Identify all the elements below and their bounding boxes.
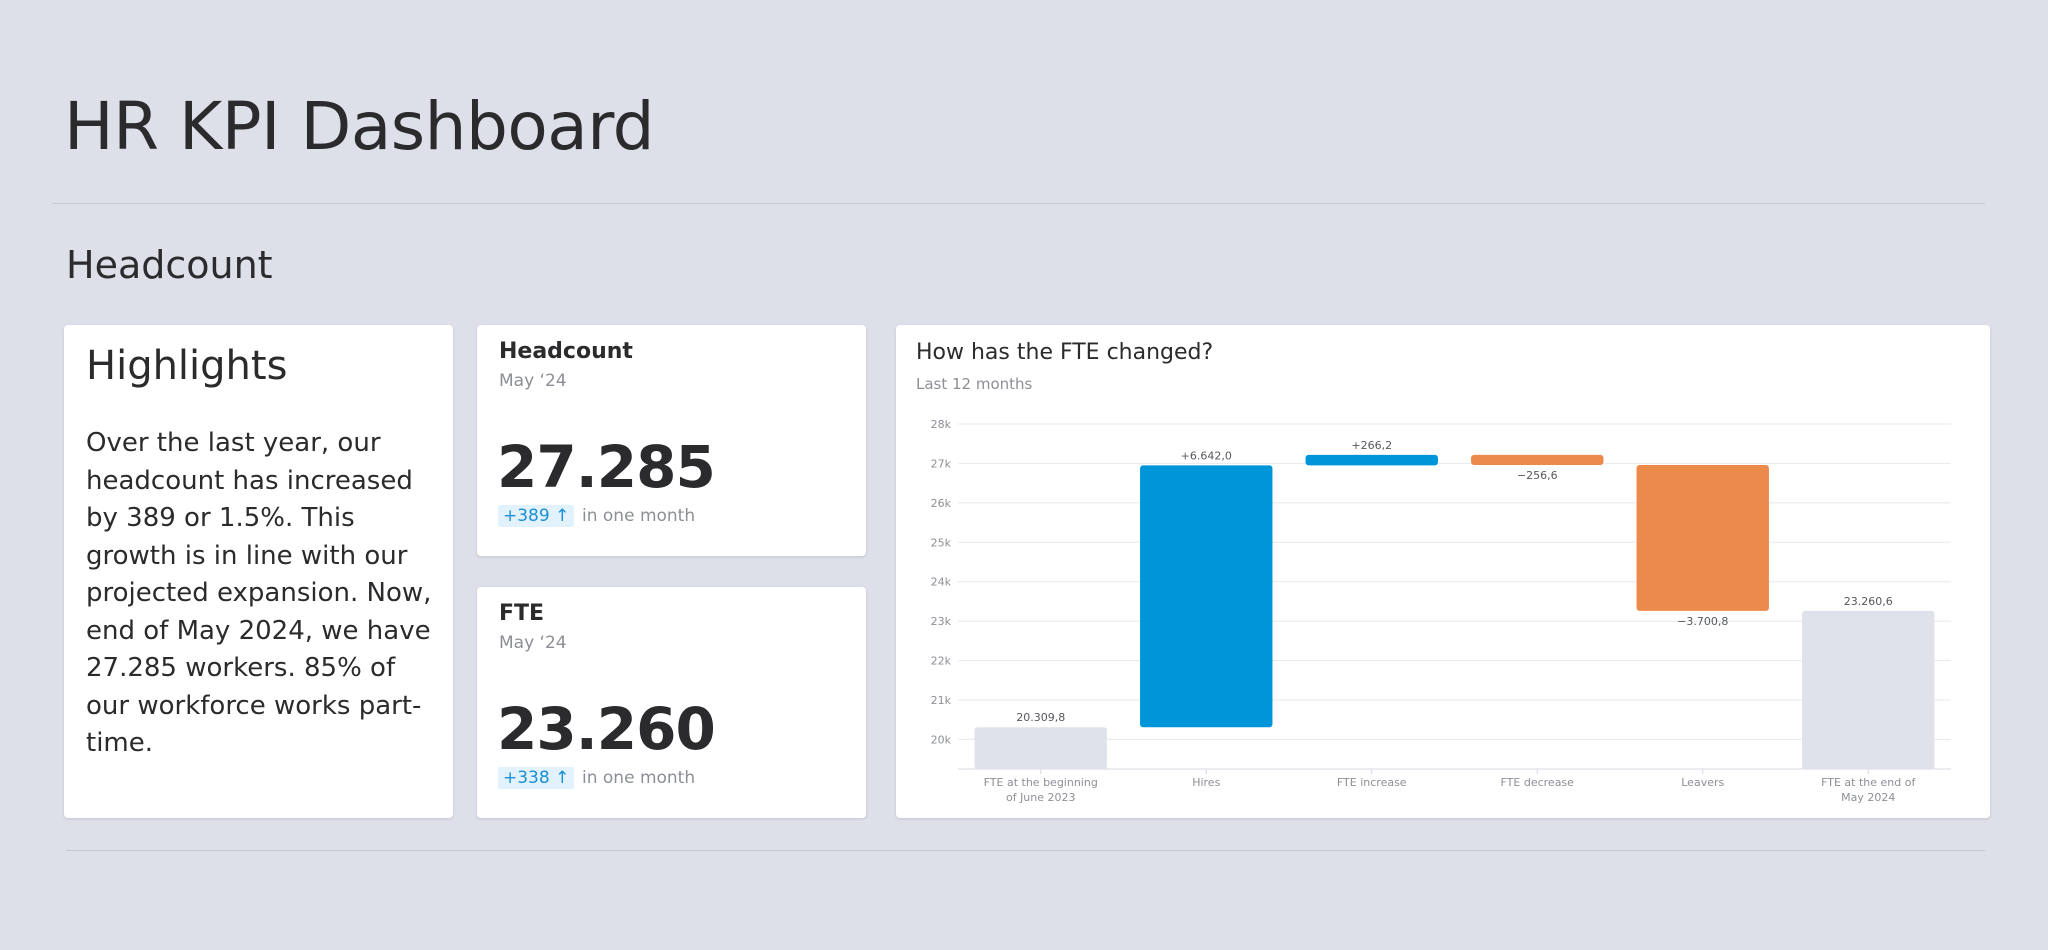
kpi-delta-note: in one month — [582, 768, 696, 788]
y-tick-label: 23k — [931, 615, 952, 628]
bar-decrease — [1636, 464, 1769, 611]
headcount-kpi-card: Headcount May ‘24 27.285 +389 ↑ in one m… — [477, 325, 866, 556]
bar-total — [974, 727, 1107, 769]
kpi-period: May ‘24 — [499, 371, 567, 391]
x-tick-label: FTE increase — [1337, 776, 1407, 789]
x-tick-label: Leavers — [1681, 776, 1724, 789]
x-tick-label: May 2024 — [1841, 791, 1895, 804]
data-label: 23.260,6 — [1844, 595, 1893, 608]
section-title: Headcount — [66, 243, 273, 287]
y-tick-label: 21k — [931, 694, 952, 707]
data-label: −3.700,8 — [1677, 615, 1728, 628]
kpi-period: May ‘24 — [499, 633, 567, 653]
x-tick-label: FTE decrease — [1501, 776, 1575, 789]
kpi-value: 27.285 — [497, 433, 716, 501]
y-tick-label: 27k — [931, 457, 952, 470]
kpi-delta-badge: +338 ↑ — [498, 767, 575, 789]
kpi-delta-note: in one month — [582, 506, 696, 526]
x-tick-label: FTE at the end of — [1821, 776, 1916, 789]
header-divider — [52, 203, 1985, 204]
footer-divider — [66, 850, 1985, 851]
highlights-body: Over the last year, our headcount has in… — [86, 428, 432, 758]
fte-kpi-card: FTE May ‘24 23.260 +338 ↑ in one month — [477, 587, 866, 818]
bar-increase — [1305, 454, 1438, 466]
bar-increase — [1140, 465, 1273, 728]
data-label: 20.309,8 — [1016, 711, 1065, 724]
y-tick-label: 22k — [931, 655, 952, 668]
bar-total — [1802, 610, 1935, 769]
data-label: +266,2 — [1351, 439, 1392, 452]
bar-decrease — [1471, 454, 1604, 465]
highlights-card: Highlights Over the last year, our headc… — [64, 325, 453, 818]
x-tick-label: of June 2023 — [1006, 791, 1076, 804]
fte-change-chart-card: How has the FTE changed? Last 12 months … — [896, 325, 1990, 818]
data-label: +6.642,0 — [1181, 449, 1232, 462]
waterfall-chart: 20k 21k 22k 23k 24k 25k 26k 27k 28k 20.309,8 FTE a… — [931, 418, 1951, 804]
kpi-title: Headcount — [499, 339, 633, 364]
y-tick-label: 28k — [931, 418, 952, 431]
y-tick-label: 26k — [931, 497, 952, 510]
highlights-title: Highlights — [86, 343, 288, 389]
x-tick-label: Hires — [1192, 776, 1220, 789]
kpi-delta-badge: +389 ↑ — [498, 505, 575, 527]
chart-subtitle: Last 12 months — [916, 375, 1033, 393]
y-tick-label: 20k — [931, 733, 952, 746]
chart-title: How has the FTE changed? — [916, 340, 1214, 365]
y-tick-label: 24k — [931, 576, 952, 589]
x-tick-label: FTE at the beginning — [984, 776, 1098, 789]
y-tick-label: 25k — [931, 536, 952, 549]
page-title: HR KPI Dashboard — [64, 88, 655, 165]
kpi-title: FTE — [499, 601, 545, 626]
data-label: −256,6 — [1517, 469, 1558, 482]
kpi-value: 23.260 — [497, 695, 716, 763]
